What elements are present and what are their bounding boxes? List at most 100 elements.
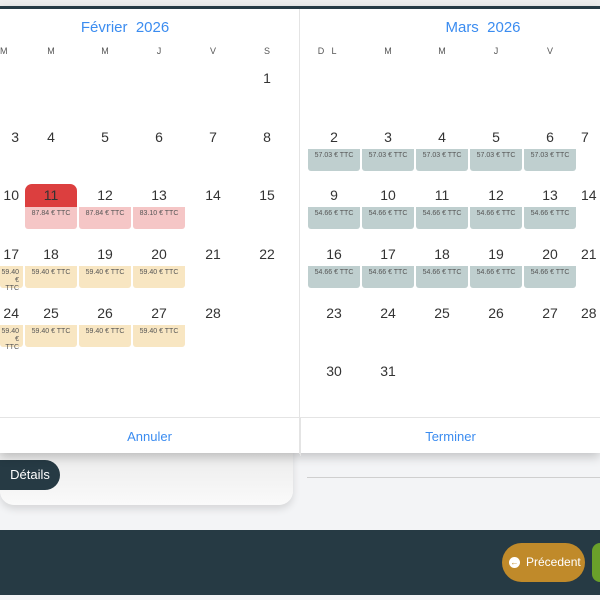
month-title: Mars 2026 bbox=[445, 19, 521, 36]
price-badge[interactable]: 59.40 € TTC bbox=[79, 266, 131, 288]
price-badge[interactable]: 54.66 € TTC bbox=[416, 207, 468, 229]
price-badge[interactable]: 59.40 € TTC bbox=[133, 325, 185, 347]
day-cell[interactable]: 10 bbox=[3, 187, 19, 203]
day-cell[interactable]: 4 bbox=[438, 129, 446, 145]
day-cell[interactable]: 21 bbox=[581, 246, 597, 262]
day-cell[interactable]: 8 bbox=[263, 129, 271, 145]
price-badge[interactable]: 83.10 € TTC bbox=[133, 207, 185, 229]
weekday-label: M bbox=[438, 46, 446, 56]
day-cell[interactable]: 28 bbox=[205, 305, 221, 321]
day-cell[interactable]: 26 bbox=[488, 305, 504, 321]
day-cell[interactable]: 6 bbox=[155, 129, 163, 145]
day-cell-selected[interactable]: 11 bbox=[25, 184, 77, 208]
day-cell[interactable]: 27 bbox=[151, 305, 167, 321]
weekday-label: M bbox=[384, 46, 392, 56]
day-cell[interactable]: 15 bbox=[259, 187, 275, 203]
price-badge[interactable]: 59.40 € TTC bbox=[133, 266, 185, 288]
day-cell[interactable]: 26 bbox=[97, 305, 113, 321]
day-cell[interactable]: 20 bbox=[151, 246, 167, 262]
day-cell[interactable]: 30 bbox=[326, 363, 342, 379]
price-badge[interactable]: 59.40 € TTC bbox=[25, 325, 77, 347]
divider bbox=[307, 477, 600, 478]
day-cell[interactable]: 19 bbox=[97, 246, 113, 262]
day-cell[interactable]: 6 bbox=[546, 129, 554, 145]
day-cell[interactable]: 14 bbox=[205, 187, 221, 203]
day-cell[interactable]: 11 bbox=[434, 187, 450, 203]
day-cell[interactable]: 25 bbox=[434, 305, 450, 321]
day-cell[interactable]: 5 bbox=[101, 129, 109, 145]
day-cell[interactable]: 24 bbox=[380, 305, 396, 321]
price-badge[interactable]: 59.40 € TTC bbox=[25, 266, 77, 288]
day-cell[interactable]: 17 bbox=[3, 246, 19, 262]
day-cell[interactable]: 13 bbox=[151, 187, 167, 203]
day-cell[interactable]: 13 bbox=[542, 187, 558, 203]
top-strip bbox=[0, 0, 600, 6]
cancel-button[interactable]: Annuler bbox=[127, 429, 172, 444]
day-cell[interactable]: 17 bbox=[380, 246, 396, 262]
day-cell[interactable]: 18 bbox=[434, 246, 450, 262]
day-cell[interactable]: 27 bbox=[542, 305, 558, 321]
day-cell[interactable]: 12 bbox=[97, 187, 113, 203]
day-cell[interactable]: 18 bbox=[43, 246, 59, 262]
day-cell[interactable]: 12 bbox=[488, 187, 504, 203]
price-badge[interactable]: 57.03 € TTC bbox=[362, 149, 414, 171]
price-badge[interactable]: 57.03 € TTC bbox=[524, 149, 576, 171]
price-badge[interactable]: 59.40 € TTC bbox=[0, 266, 23, 292]
price-badge[interactable]: 54.66 € TTC bbox=[524, 207, 576, 229]
day-cell[interactable]: 7 bbox=[209, 129, 217, 145]
price-badge[interactable]: 54.66 € TTC bbox=[308, 266, 360, 288]
previous-label: Précedent bbox=[526, 555, 581, 569]
day-cell[interactable]: 10 bbox=[380, 187, 396, 203]
price-badge[interactable]: 54.66 € TTC bbox=[308, 207, 360, 229]
day-cell[interactable]: 2 bbox=[330, 129, 338, 145]
day-cell[interactable]: 19 bbox=[488, 246, 504, 262]
day-cell[interactable]: 3 bbox=[384, 129, 392, 145]
weekday-label: M bbox=[47, 46, 55, 56]
day-cell[interactable]: 16 bbox=[326, 246, 342, 262]
day-cell[interactable]: 5 bbox=[492, 129, 500, 145]
weekday-label: J bbox=[493, 46, 499, 56]
price-badge[interactable]: 54.66 € TTC bbox=[470, 207, 522, 229]
price-badge[interactable]: 54.66 € TTC bbox=[416, 266, 468, 288]
done-button[interactable]: Terminer bbox=[300, 418, 600, 456]
next-button[interactable] bbox=[592, 543, 600, 582]
price-badge[interactable]: 54.66 € TTC bbox=[362, 207, 414, 229]
day-cell[interactable]: 24 bbox=[3, 305, 19, 321]
price-badge[interactable]: 59.40 € TTC bbox=[0, 325, 23, 351]
day-cell[interactable]: 3 bbox=[11, 129, 19, 145]
day-cell[interactable]: 14 bbox=[581, 187, 597, 203]
price-badge[interactable]: 57.03 € TTC bbox=[470, 149, 522, 171]
day-cell[interactable]: 4 bbox=[47, 129, 55, 145]
weekday-label: V bbox=[209, 46, 217, 56]
day-cell[interactable]: 22 bbox=[259, 246, 275, 262]
day-cell[interactable]: 21 bbox=[205, 246, 221, 262]
day-cell[interactable]: 20 bbox=[542, 246, 558, 262]
day-cell[interactable]: 25 bbox=[43, 305, 59, 321]
weekday-label: S bbox=[263, 46, 271, 56]
weekday-label: M bbox=[0, 46, 8, 56]
day-cell[interactable]: 28 bbox=[581, 305, 597, 321]
price-badge[interactable]: 57.03 € TTC bbox=[416, 149, 468, 171]
details-label: Détails bbox=[10, 467, 50, 482]
day-cell[interactable]: 9 bbox=[330, 187, 338, 203]
price-badge[interactable]: 87.84 € TTC bbox=[25, 207, 77, 229]
previous-button[interactable]: ← Précedent bbox=[502, 543, 585, 582]
price-badge[interactable]: 54.66 € TTC bbox=[362, 266, 414, 288]
day-cell[interactable]: 1 bbox=[263, 70, 271, 86]
price-badge[interactable]: 54.66 € TTC bbox=[524, 266, 576, 288]
day-cell[interactable]: 23 bbox=[326, 305, 342, 321]
price-badge[interactable]: 59.40 € TTC bbox=[79, 325, 131, 347]
details-button[interactable]: Détails bbox=[0, 460, 60, 490]
price-badge[interactable]: 54.66 € TTC bbox=[470, 266, 522, 288]
month-divider bbox=[299, 9, 300, 454]
price-badge[interactable]: 87.84 € TTC bbox=[79, 207, 131, 229]
bottom-bar bbox=[0, 530, 600, 595]
date-picker-popup: Février 2026 M M M J V S D 1 3 4 5 6 7 8 10 11 87.84 € TT… bbox=[0, 6, 600, 456]
day-cell[interactable]: 31 bbox=[380, 363, 396, 379]
arrow-left-circle-icon: ← bbox=[509, 557, 520, 568]
weekday-label: V bbox=[546, 46, 554, 56]
weekday-label: M bbox=[101, 46, 109, 56]
price-badge[interactable]: 57.03 € TTC bbox=[308, 149, 360, 171]
month-title: Février 2026 bbox=[80, 19, 170, 36]
day-cell[interactable]: 7 bbox=[581, 129, 589, 145]
